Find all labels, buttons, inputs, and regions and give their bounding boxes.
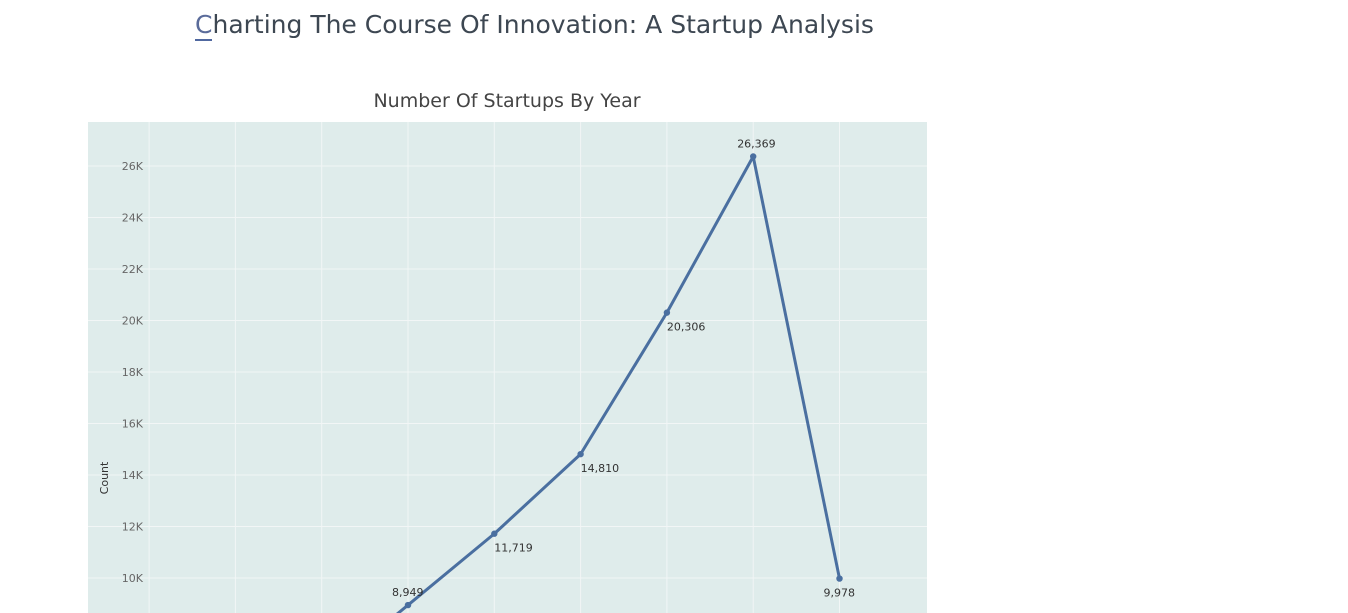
- y-tick-label: 12K: [122, 521, 144, 534]
- data-point[interactable]: [750, 153, 757, 160]
- y-tick-label: 24K: [122, 212, 144, 225]
- series-line: [407, 154, 841, 607]
- data-label: 26,369: [737, 137, 776, 150]
- data-point[interactable]: [491, 530, 498, 537]
- data-point[interactable]: [663, 309, 671, 316]
- y-tick-label: 22K: [122, 263, 144, 276]
- page-title: Charting The Course Of Innovation: A Sta…: [195, 10, 874, 41]
- data-label: 20,306: [667, 321, 706, 334]
- y-tick-label: 10K: [122, 572, 144, 585]
- series: 8,949 11,719 14,810 20,306 26,369 9,978: [392, 137, 855, 613]
- y-tick-label: 20K: [122, 315, 144, 328]
- data-label: 8,949: [392, 586, 424, 599]
- y-tick-label: 18K: [122, 366, 144, 379]
- data-point[interactable]: [404, 601, 412, 609]
- y-tick-label: 26K: [122, 160, 144, 173]
- data-label: 11,719: [494, 542, 533, 555]
- page-title-rest: harting The Course Of Innovation: A Star…: [212, 10, 874, 39]
- chart-title: Number Of Startups By Year: [373, 90, 640, 112]
- grid: [88, 122, 927, 613]
- data-label: 9,978: [824, 587, 856, 600]
- y-tick-label: 14K: [122, 469, 144, 482]
- y-axis: 10K 12K 14K 16K 18K 20K 22K 24K 26K: [122, 160, 144, 585]
- data-label: 14,810: [581, 462, 620, 475]
- y-axis-label: Count: [98, 461, 111, 494]
- page-title-first-letter: C: [195, 10, 213, 41]
- y-tick-label: 16K: [122, 418, 144, 431]
- plot-area: [88, 122, 927, 613]
- data-point[interactable]: [577, 450, 584, 458]
- data-point[interactable]: [836, 575, 843, 582]
